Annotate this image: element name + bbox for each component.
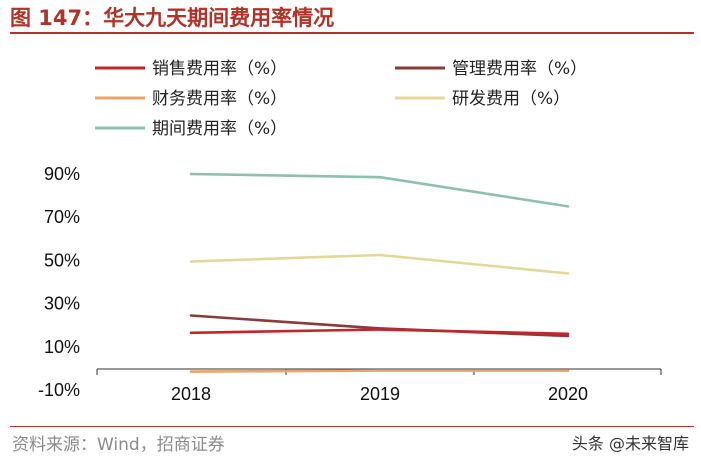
y-axis: 90% 70% 50% 30% 10% -10% (38, 164, 80, 400)
series-line-1 (189, 328, 570, 336)
y-tick-label: 10% (44, 337, 80, 357)
figure-title: 图 147：华大九天期间费用率情况 (10, 6, 335, 30)
title-rule (10, 32, 694, 34)
y-tick-label: 70% (44, 207, 80, 227)
series-line-3 (189, 369, 570, 373)
series-line-4 (189, 253, 570, 275)
legend-label-5: 期间费用率（%） (152, 119, 287, 139)
footer-rule (10, 426, 694, 427)
plot-area (189, 172, 570, 373)
x-tick-label: 2019 (360, 384, 400, 404)
line-chart: 销售费用率（%） 管理费用率（%）财务费用率（%） 研发费用（%）期间费用率（%） … (38, 59, 662, 404)
source-note: 资料来源：Wind，招商证券 (12, 435, 225, 455)
legend: 销售费用率（%） 管理费用率（%） 财务费用率（%） 研发费用（%） 期间费用率（%） (95, 59, 587, 139)
watermark: 头条 @未来智库 (571, 434, 689, 453)
x-tick-label: 2018 (171, 384, 211, 404)
series-line-5 (189, 172, 570, 208)
y-tick-label: 30% (44, 294, 80, 314)
legend-label-3: 财务费用率（%） (152, 89, 287, 109)
y-tick-label: 90% (44, 164, 80, 184)
legend-label-4: 研发费用（%） (452, 89, 570, 109)
y-tick-label: 50% (44, 250, 80, 270)
y-tick-label: -10% (38, 380, 80, 400)
legend-label-1: 销售费用率（%） (152, 59, 287, 79)
x-tick-label: 2020 (548, 384, 588, 404)
legend-label-2: 管理费用率（%） (452, 59, 587, 79)
x-axis: 2018 2019 2020 (96, 368, 662, 404)
